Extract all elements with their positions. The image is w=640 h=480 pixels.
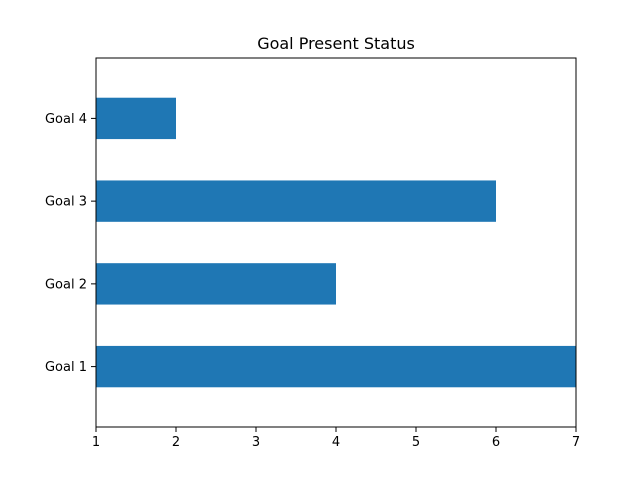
x-tick-label: 3: [252, 435, 260, 450]
bar-goal-3: [96, 180, 496, 222]
bar-goal-4: [96, 97, 176, 140]
x-tick-label: 6: [492, 435, 500, 450]
x-axis: 1 2 3 4 5 6 7: [92, 427, 580, 450]
y-tick-label: Goal 1: [45, 360, 87, 375]
x-tick-label: 5: [412, 435, 420, 450]
y-tick-label: Goal 3: [45, 195, 87, 210]
bar-goal-2: [96, 263, 336, 305]
chart-title: Goal Present Status: [257, 34, 415, 53]
x-tick-label: 4: [332, 435, 340, 450]
y-tick-label: Goal 4: [45, 112, 87, 127]
bar-goal-1: [96, 345, 576, 388]
bars-layer: [96, 97, 576, 388]
x-tick-label: 7: [572, 435, 580, 450]
x-tick-label: 1: [92, 435, 100, 450]
x-tick-label: 2: [172, 435, 180, 450]
y-axis: Goal 1 Goal 2 Goal 3 Goal 4: [45, 112, 96, 375]
y-tick-label: Goal 2: [45, 277, 87, 292]
